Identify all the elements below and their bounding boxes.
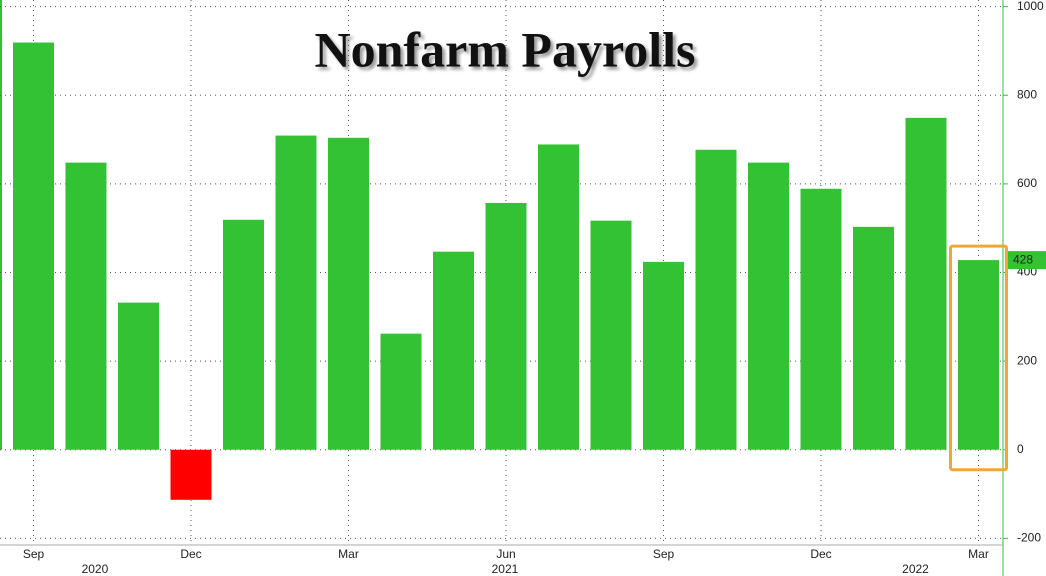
bar bbox=[433, 251, 474, 450]
x-tick-label: Mar bbox=[338, 547, 359, 561]
bar bbox=[170, 449, 212, 500]
x-tick-label: Jun bbox=[496, 547, 515, 561]
bar bbox=[380, 333, 422, 450]
x-tick-label: Sep bbox=[23, 547, 45, 561]
bar bbox=[538, 144, 579, 450]
bar bbox=[643, 261, 684, 450]
x-tick-label: Sep bbox=[653, 547, 675, 561]
last-value-label: 428 bbox=[1013, 252, 1033, 266]
bar bbox=[800, 188, 842, 450]
y-tick-label: 200 bbox=[1017, 353, 1037, 367]
x-tick-label: Dec bbox=[810, 547, 831, 561]
bar bbox=[13, 42, 54, 450]
y-tick-label: 800 bbox=[1017, 87, 1037, 101]
bar bbox=[748, 162, 789, 450]
y-tick-label: -200 bbox=[1017, 531, 1041, 545]
bar bbox=[275, 135, 317, 450]
bar bbox=[905, 117, 947, 450]
year-label: 2021 bbox=[492, 562, 519, 576]
bar bbox=[328, 137, 369, 450]
x-tick-label: Dec bbox=[180, 547, 201, 561]
highlight-box bbox=[949, 244, 1008, 472]
bar bbox=[223, 219, 264, 450]
year-label: 2020 bbox=[82, 562, 109, 576]
x-tick-label: Mar bbox=[968, 547, 989, 561]
year-label: 2022 bbox=[902, 562, 929, 576]
y-tick-label: 0 bbox=[1017, 442, 1024, 456]
bar bbox=[485, 202, 527, 450]
bar bbox=[695, 149, 737, 450]
bar bbox=[65, 162, 107, 450]
last-value-box bbox=[1008, 251, 1046, 270]
bar bbox=[590, 220, 632, 450]
y-tick-label: 1000 bbox=[1017, 0, 1044, 13]
bar bbox=[958, 260, 999, 450]
y-tick-label: 600 bbox=[1017, 176, 1037, 190]
bar bbox=[853, 226, 894, 450]
bar bbox=[118, 302, 159, 450]
chart-title: Nonfarm Payrolls bbox=[315, 21, 696, 77]
